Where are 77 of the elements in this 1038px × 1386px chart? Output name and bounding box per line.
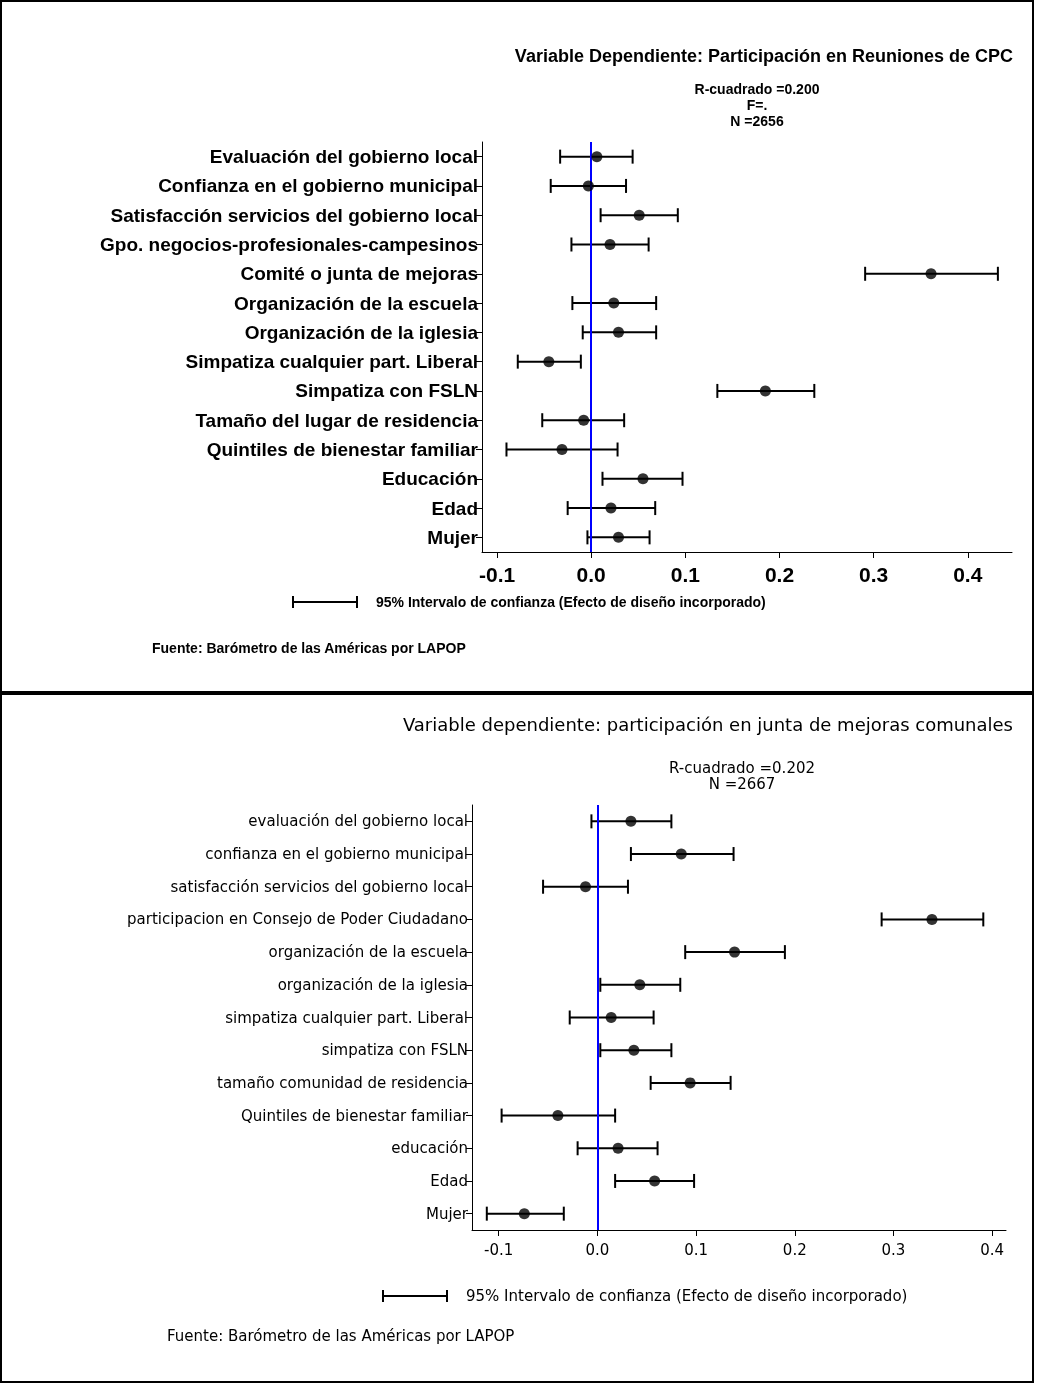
y-tick-label: Simpatiza con FSLN	[295, 380, 478, 402]
y-tick-label: confianza en el gobierno municipal	[205, 845, 468, 864]
source-note: Fuente: Barómetro de las Américas por LAPOP	[167, 1327, 515, 1345]
point	[612, 1142, 624, 1154]
point	[729, 946, 741, 958]
y-tick-label: satisfacción servicios del gobierno local	[170, 877, 468, 896]
y-tick-label: Satisfacción servicios del gobierno local	[110, 204, 478, 226]
point	[608, 297, 620, 309]
chart-title: Variable dependiente: participación en junta de mejoras comunales	[402, 713, 1013, 735]
x-tick-label: -0.1	[478, 563, 516, 586]
y-tick-label: educación	[391, 1139, 468, 1158]
y-tick-label: Organización de la iglesia	[244, 321, 479, 343]
y-tick-label: Educación	[381, 468, 478, 490]
x-tick-label: 0.3	[881, 1240, 906, 1259]
y-tick-label: tamaño comunidad de residencia	[217, 1073, 468, 1092]
y-tick-label: simpatiza con FSLN	[321, 1041, 468, 1060]
point	[926, 913, 938, 925]
text: R-cuadrado =0.200	[694, 81, 820, 97]
point	[628, 1044, 640, 1056]
y-tick-label: Edad	[431, 497, 478, 519]
point	[675, 848, 687, 860]
point	[634, 979, 646, 991]
point	[625, 815, 637, 827]
y-tick-label: Evaluación del gobierno local	[209, 146, 478, 168]
text: N =2656	[730, 113, 784, 129]
text: 95% Intervalo de confianza (Efecto de diseño incorporado)	[466, 1287, 908, 1305]
text: F=.	[746, 97, 768, 113]
x-tick-label: -0.1	[484, 1240, 514, 1259]
x-tick-label: 0.0	[585, 1240, 610, 1259]
y-tick-label: Simpatiza cualquier part. Liberal	[185, 351, 478, 373]
point	[613, 531, 624, 543]
text: R-cuadrado =0.202	[668, 758, 816, 777]
source-note: Fuente: Barómetro de las Américas por LAPOP	[152, 640, 466, 656]
point	[578, 414, 590, 426]
point	[925, 268, 937, 280]
y-tick-label: Edad	[430, 1171, 468, 1190]
x-tick-label: 0.1	[684, 1240, 708, 1259]
point	[582, 180, 594, 192]
point	[605, 1012, 617, 1023]
point	[649, 1175, 661, 1187]
point	[604, 239, 616, 250]
y-tick-label: evaluación del gobierno local	[248, 812, 468, 831]
point	[605, 502, 617, 514]
text: N =2667	[708, 774, 776, 793]
y-tick-label: Organización de la escuela	[234, 292, 479, 314]
y-tick-label: Mujer	[425, 1204, 469, 1223]
y-tick-label: Gpo. negocios-profesionales-campesinos	[100, 234, 478, 255]
point	[580, 881, 592, 893]
y-tick-label: participacion en Consejo de Poder Ciudadano	[127, 910, 468, 929]
point	[637, 473, 649, 485]
point	[613, 326, 624, 338]
y-tick-label: Quintiles de bienestar familiar	[241, 1106, 469, 1125]
x-tick-label: 0.0	[576, 563, 606, 586]
y-tick-label: Confianza en el gobierno municipal	[158, 175, 478, 197]
y-tick-label: Quintiles de bienestar familiar	[206, 439, 479, 460]
y-tick-label: Comité o junta de mejoras	[240, 263, 478, 285]
y-tick-label: organización de la iglesia	[277, 975, 468, 994]
x-tick-label: 0.4	[953, 563, 983, 586]
y-tick-label: Mujer	[427, 526, 479, 548]
point	[543, 356, 555, 368]
y-tick-label: Tamaño del lugar de residencia	[195, 409, 479, 431]
x-tick-label: 0.4	[980, 1240, 1005, 1259]
y-tick-label: organización de la escuela	[268, 943, 468, 962]
point	[759, 385, 771, 397]
point	[684, 1077, 696, 1089]
point	[633, 209, 645, 221]
x-tick-label: 0.2	[764, 563, 795, 586]
point	[556, 444, 568, 455]
x-tick-label: 0.3	[859, 563, 889, 586]
chart-title: Variable Dependiente: Participación en Reuniones de CPC	[514, 46, 1014, 66]
point	[518, 1208, 530, 1220]
x-tick-label: 0.1	[670, 563, 701, 586]
x-tick-label: 0.2	[782, 1240, 807, 1259]
text: 95% Intervalo de confianza (Efecto de diseño incorporado)	[376, 594, 766, 610]
y-tick-label: simpatiza cualquier part. Liberal	[225, 1008, 468, 1027]
point	[591, 151, 603, 163]
point	[552, 1110, 564, 1122]
